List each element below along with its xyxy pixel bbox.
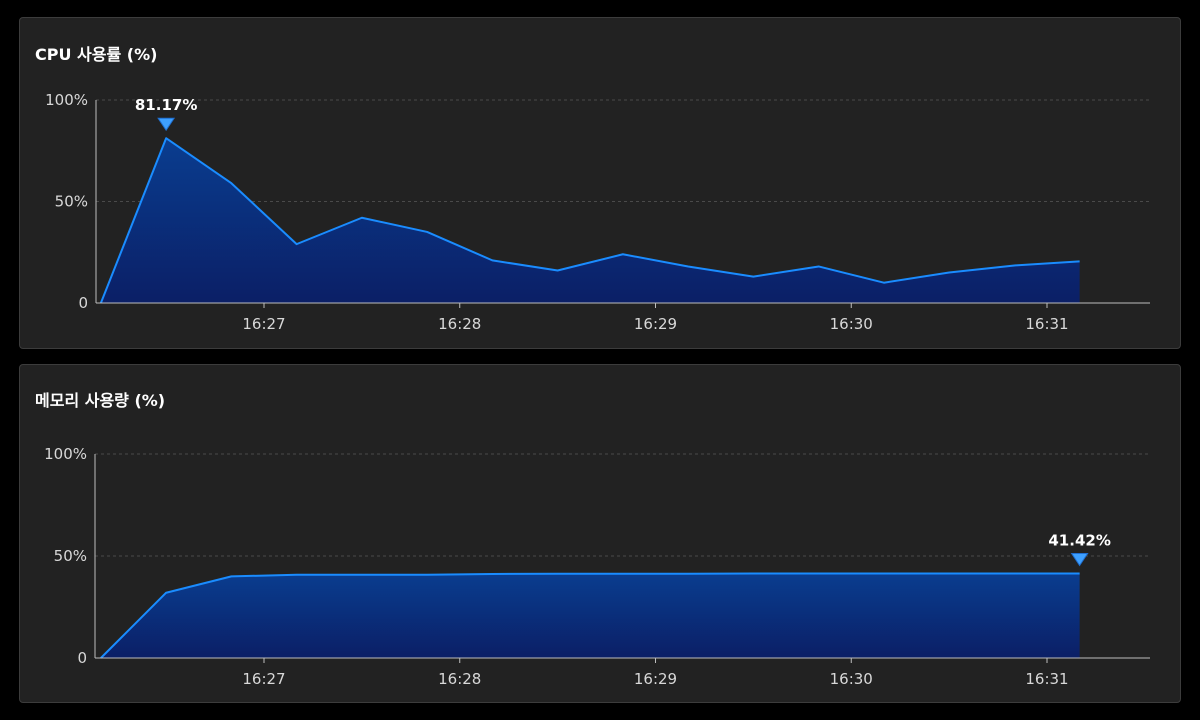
x-tick-label: 16:28 <box>438 315 481 333</box>
memory-usage-chart: 0 50% 100% 16:27 16:28 16:29 16:30 16:31 41.42% <box>44 445 1150 688</box>
y-tick-label: 100% <box>45 91 88 109</box>
series-line <box>100 572 1080 659</box>
x-tick-label: 16:29 <box>634 670 677 688</box>
cpu-usage-panel: CPU 사용률 (%) 0 50% 100% 16:27 16:28 16:29 16:30… <box>19 17 1181 349</box>
peak-marker-icon <box>157 117 176 132</box>
x-tick-label: 16:30 <box>830 670 873 688</box>
x-tick-label: 16:28 <box>438 670 481 688</box>
series-line <box>99 137 1080 304</box>
y-tick-label: 50% <box>55 193 88 211</box>
peak-value-label: 41.42% <box>1048 532 1110 550</box>
y-tick-label: 0 <box>78 294 88 312</box>
memory-chart-title: 메모리 사용량 (%) <box>35 391 166 410</box>
x-tick-label: 16:27 <box>242 670 285 688</box>
series-area <box>100 138 1080 303</box>
x-tick-label: 16:31 <box>1025 670 1068 688</box>
x-tick-label: 16:30 <box>830 315 873 333</box>
x-tick-label: 16:27 <box>242 315 285 333</box>
memory-usage-panel: 메모리 사용량 (%) 0 50% 100% 16:27 16:28 16:29 16:30… <box>19 364 1181 703</box>
x-tick-label: 16:31 <box>1025 315 1068 333</box>
y-tick-label: 50% <box>54 547 87 565</box>
cpu-chart-title: CPU 사용률 (%) <box>35 45 158 64</box>
cpu-usage-chart: 0 50% 100% 16:27 16:28 16:29 16:30 16:31 81.17% <box>45 91 1150 333</box>
series-area <box>100 573 1080 658</box>
x-tick-label: 16:29 <box>634 315 677 333</box>
y-tick-label: 0 <box>77 649 87 667</box>
y-tick-label: 100% <box>44 445 87 463</box>
peak-value-label: 81.17% <box>135 96 197 114</box>
peak-marker-icon <box>1070 553 1089 567</box>
